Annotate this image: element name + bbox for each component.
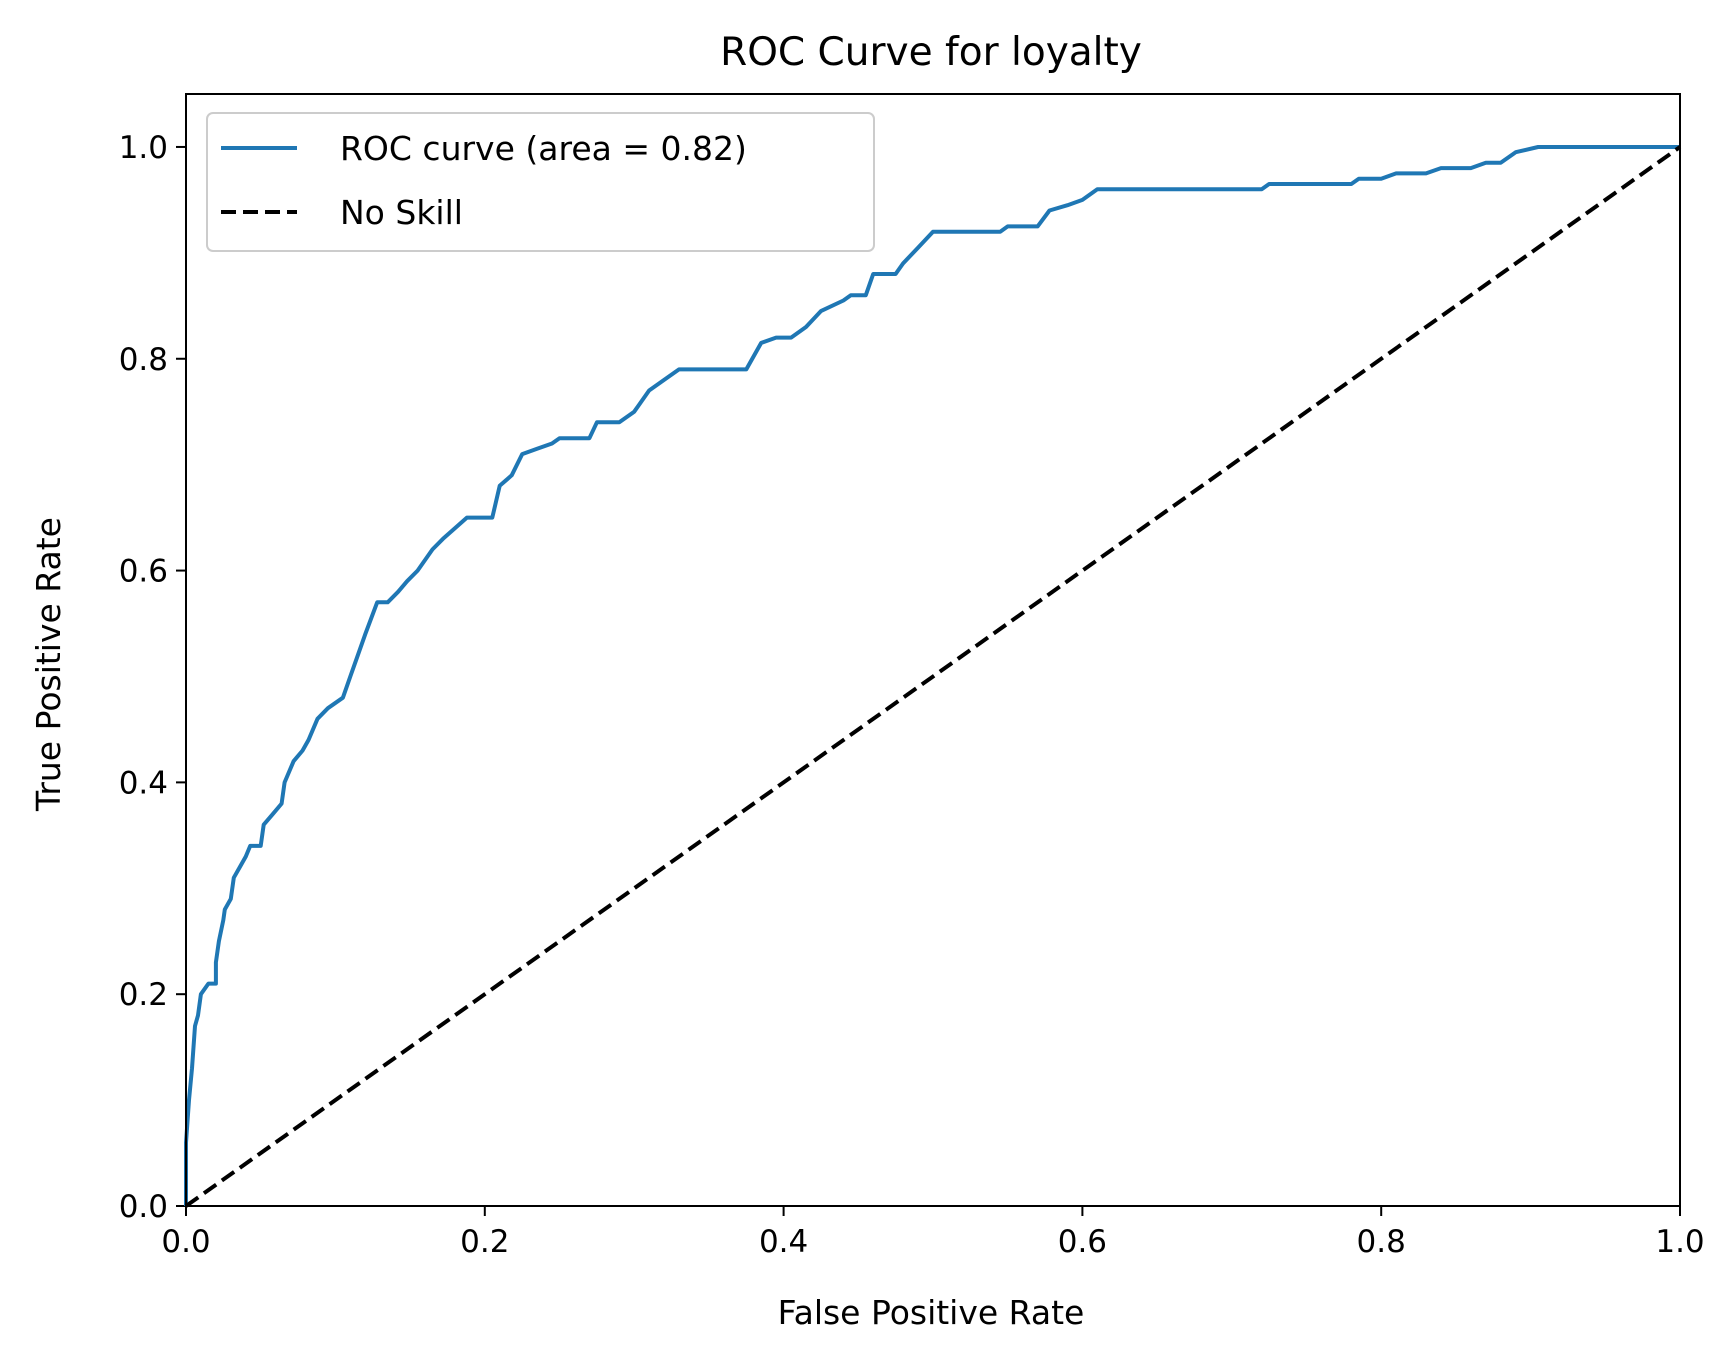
x-tick-label: 0.2	[460, 1224, 509, 1260]
x-axis-label: False Positive Rate	[778, 1293, 1085, 1332]
legend-box	[206, 112, 875, 252]
x-tick-label: 0.0	[161, 1224, 210, 1260]
y-tick-label: 0.2	[119, 977, 168, 1013]
no-skill-line	[184, 145, 1682, 1208]
roc-curve-line	[184, 145, 1680, 1206]
y-tick-label: 0.4	[119, 765, 168, 801]
legend-label-no-skill: No Skill	[340, 193, 463, 232]
y-tick-label: 1.0	[119, 130, 168, 166]
x-tick-label: 0.8	[1357, 1224, 1406, 1260]
y-tick-label: 0.8	[119, 342, 168, 378]
y-tick-label: 0.0	[119, 1189, 168, 1225]
y-tick-label: 0.6	[119, 554, 168, 590]
legend-label-roc: ROC curve (area = 0.82)	[340, 129, 747, 168]
axes-frame	[185, 93, 1681, 1207]
x-tick-label: 0.6	[1058, 1224, 1107, 1260]
plot-area: 0.0 0.2 0.4 0.6 0.8 1.0 0.0 0.2 0.4 0.6 0.8 1.0	[119, 93, 1705, 1260]
legend: ROC curve (area = 0.82) No Skill	[206, 112, 875, 252]
y-axis-label: True Positive Rate	[29, 517, 68, 812]
chart-title: ROC Curve for loyalty	[720, 30, 1142, 75]
x-tick-label: 0.4	[759, 1224, 808, 1260]
x-tick-label: 1.0	[1655, 1224, 1704, 1260]
